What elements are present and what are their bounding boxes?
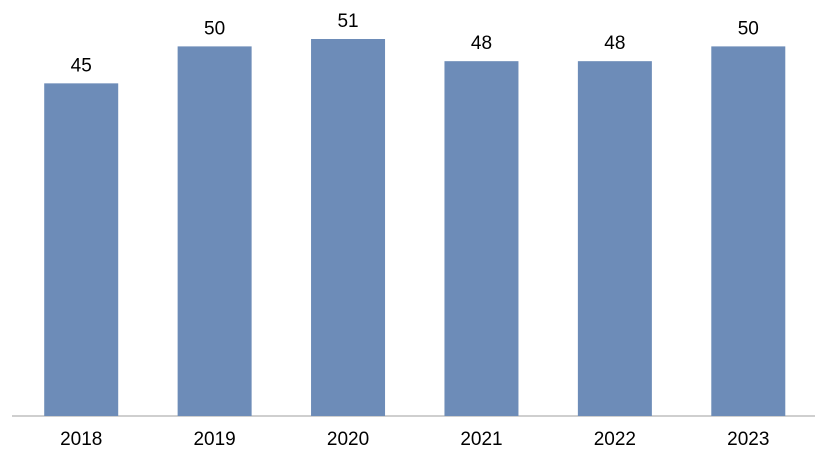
x-tick-label: 2023 [727,429,769,450]
x-tick-label: 2019 [193,429,235,450]
value-label: 48 [604,33,625,54]
value-label: 45 [71,55,92,76]
x-tick-label: 2022 [594,429,636,450]
bar [577,61,652,416]
x-tick-label: 2020 [327,429,369,450]
value-label: 51 [337,11,358,32]
x-tick-label: 2021 [460,429,502,450]
bar [711,46,786,417]
value-label: 48 [471,33,492,54]
bar [177,46,252,417]
bar [444,61,519,416]
bar [311,39,386,416]
bar [44,83,119,417]
value-label: 50 [204,18,225,39]
x-tick-label: 2018 [60,429,102,450]
value-label: 50 [738,18,759,39]
